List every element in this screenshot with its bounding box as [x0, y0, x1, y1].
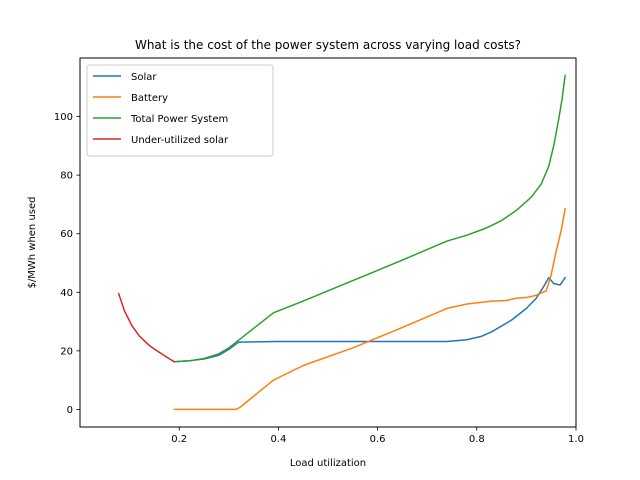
y-tick-label: 80 [60, 171, 73, 182]
series-line-battery [173, 207, 566, 411]
y-tick-label: 20 [60, 346, 73, 357]
x-tick-label: 0.6 [370, 434, 386, 445]
y-tick-label: 100 [54, 112, 73, 123]
series-line-under-utilized-solar [117, 292, 176, 363]
plot-lines [117, 74, 567, 411]
y-axis-label: $/MWh when used [27, 197, 38, 289]
legend-label-solar: Solar [131, 72, 157, 83]
y-tick-label: 60 [60, 229, 73, 240]
y-axis: 0 20 40 60 80 100 [54, 112, 80, 416]
plot-frame [79, 57, 577, 428]
legend-label-under-utilized-solar: Under-utilized solar [131, 135, 229, 146]
x-axis: 0.2 0.4 0.6 0.8 1.0 [171, 427, 584, 445]
x-tick-label: 1.0 [568, 434, 584, 445]
legend-box [86, 64, 274, 157]
series-line-solar [173, 276, 567, 363]
series-line-total-power-system [173, 74, 566, 363]
x-tick-label: 0.4 [270, 434, 286, 445]
y-tick-label: 0 [67, 405, 73, 416]
legend-label-total-power-system: Total Power System [130, 114, 228, 125]
x-tick-label: 0.2 [171, 434, 187, 445]
y-tick-label: 40 [60, 288, 73, 299]
legend: Solar Battery Total Power System Under-util… [86, 64, 274, 157]
x-tick-label: 0.8 [469, 434, 485, 445]
chart-title: What is the cost of the power system acr… [135, 38, 521, 52]
legend-label-battery: Battery [131, 93, 168, 104]
x-axis-label: Load utilization [290, 458, 366, 469]
